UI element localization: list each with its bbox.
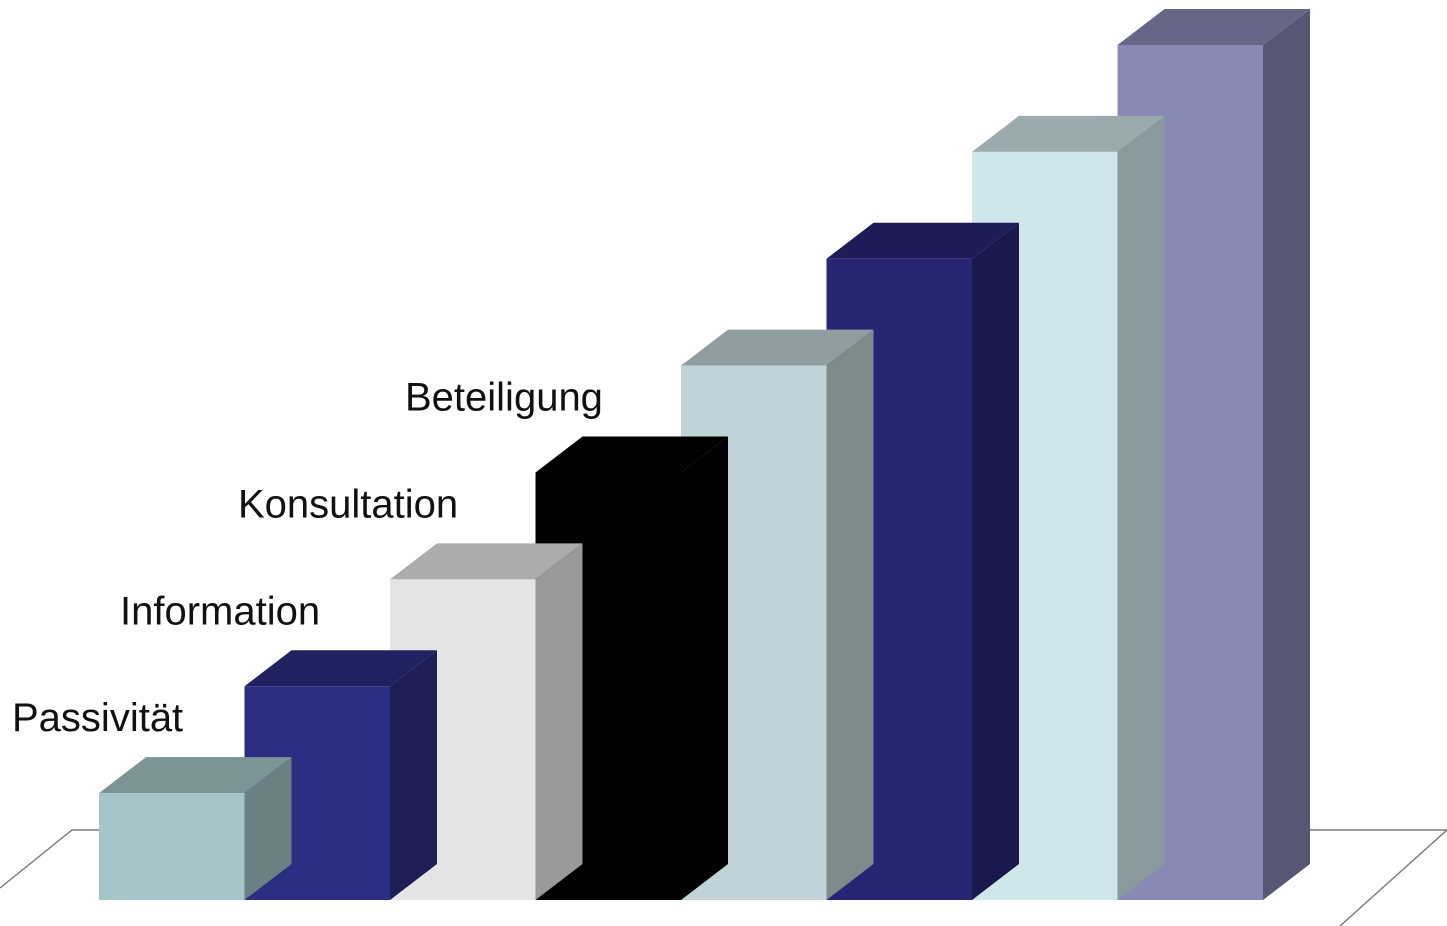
bar-side <box>681 436 728 900</box>
bar-side <box>390 650 437 900</box>
bar-side <box>535 543 583 900</box>
bar-side <box>972 222 1019 900</box>
step-label: Passivität <box>12 696 183 740</box>
bar-top <box>390 543 583 580</box>
bar-side <box>1117 115 1165 900</box>
bar-top <box>535 436 728 473</box>
bar-top <box>826 222 1019 259</box>
bar-top <box>99 757 292 794</box>
step-label: Beteiligung <box>405 376 603 420</box>
bar-top <box>972 115 1165 152</box>
bar-side <box>244 757 292 900</box>
bar-side <box>826 329 874 900</box>
bars-group <box>99 9 1310 900</box>
step-label: Konsultation <box>238 482 458 526</box>
bar-top <box>681 329 874 366</box>
bar-front <box>99 793 245 900</box>
bar-top <box>244 650 437 687</box>
bar-side <box>1263 9 1310 900</box>
bar-top <box>1117 9 1310 45</box>
labels-group: Passivität Information Konsultation Beteili… <box>12 376 603 741</box>
bar-1 <box>99 757 292 900</box>
step-label: Information <box>120 589 320 633</box>
floor-plane <box>0 829 1447 926</box>
